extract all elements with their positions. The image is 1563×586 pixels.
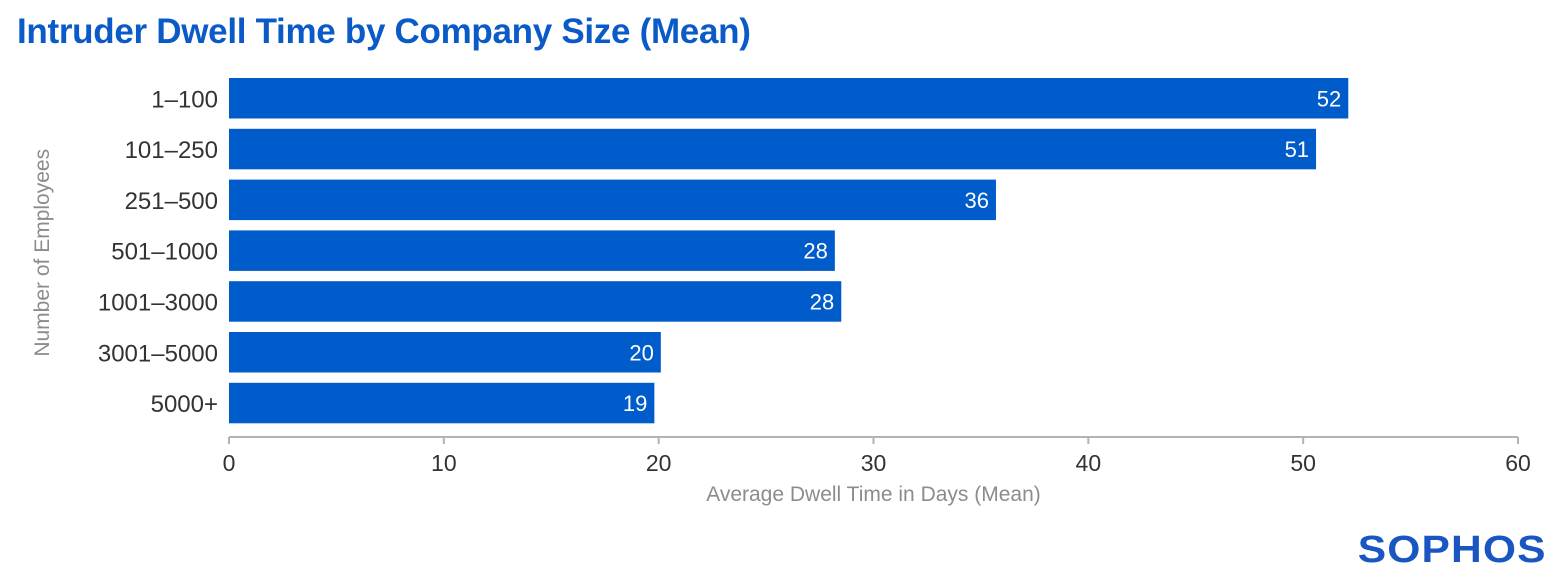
x-tick-label: 10 <box>431 450 457 476</box>
x-tick-label: 0 <box>223 450 236 476</box>
bar-1 <box>229 128 1317 170</box>
value-labels-group: 52 51 36 28 28 20 19 <box>623 86 1341 416</box>
bar-value-label: 28 <box>803 239 827 264</box>
bar-5 <box>229 332 661 373</box>
chart-title: Intruder Dwell Time by Company Size (Mea… <box>17 12 751 51</box>
category-label: 251–500 <box>125 188 218 215</box>
bar-value-label: 52 <box>1317 86 1341 111</box>
bar-4 <box>229 281 842 322</box>
bar-value-label: 28 <box>810 289 834 314</box>
bar-value-label: 20 <box>629 340 653 365</box>
x-tick-label: 30 <box>861 450 887 476</box>
bars-group <box>229 78 1349 424</box>
x-tick-label: 40 <box>1076 450 1102 476</box>
category-label: 501–1000 <box>111 239 218 266</box>
bar-value-label: 36 <box>964 188 988 213</box>
bar-2 <box>229 179 996 221</box>
x-tick-label: 60 <box>1505 450 1531 476</box>
bar-0 <box>229 78 1349 119</box>
category-label: 1001–3000 <box>98 289 218 316</box>
category-label: 3001–5000 <box>98 340 218 367</box>
x-tick-label: 50 <box>1290 450 1316 476</box>
bar-6 <box>229 382 655 424</box>
category-label: 1–100 <box>151 86 218 113</box>
bar-value-label: 19 <box>623 391 647 416</box>
x-ticks-group: 0 10 20 30 40 50 60 <box>223 437 1531 476</box>
category-label: 5000+ <box>151 391 218 418</box>
bar-3 <box>229 230 835 271</box>
y-axis-title: Number of Employees <box>31 149 54 357</box>
category-labels-group: 1–100 101–250 251–500 501–1000 1001–3000 3001… <box>98 86 218 418</box>
x-tick-label: 20 <box>646 450 672 476</box>
bar-value-label: 51 <box>1285 137 1309 162</box>
x-axis-title: Average Dwell Time in Days (Mean) <box>706 483 1041 506</box>
sophos-logo: SOPHOS <box>1358 529 1547 571</box>
category-label: 101–250 <box>125 137 218 164</box>
